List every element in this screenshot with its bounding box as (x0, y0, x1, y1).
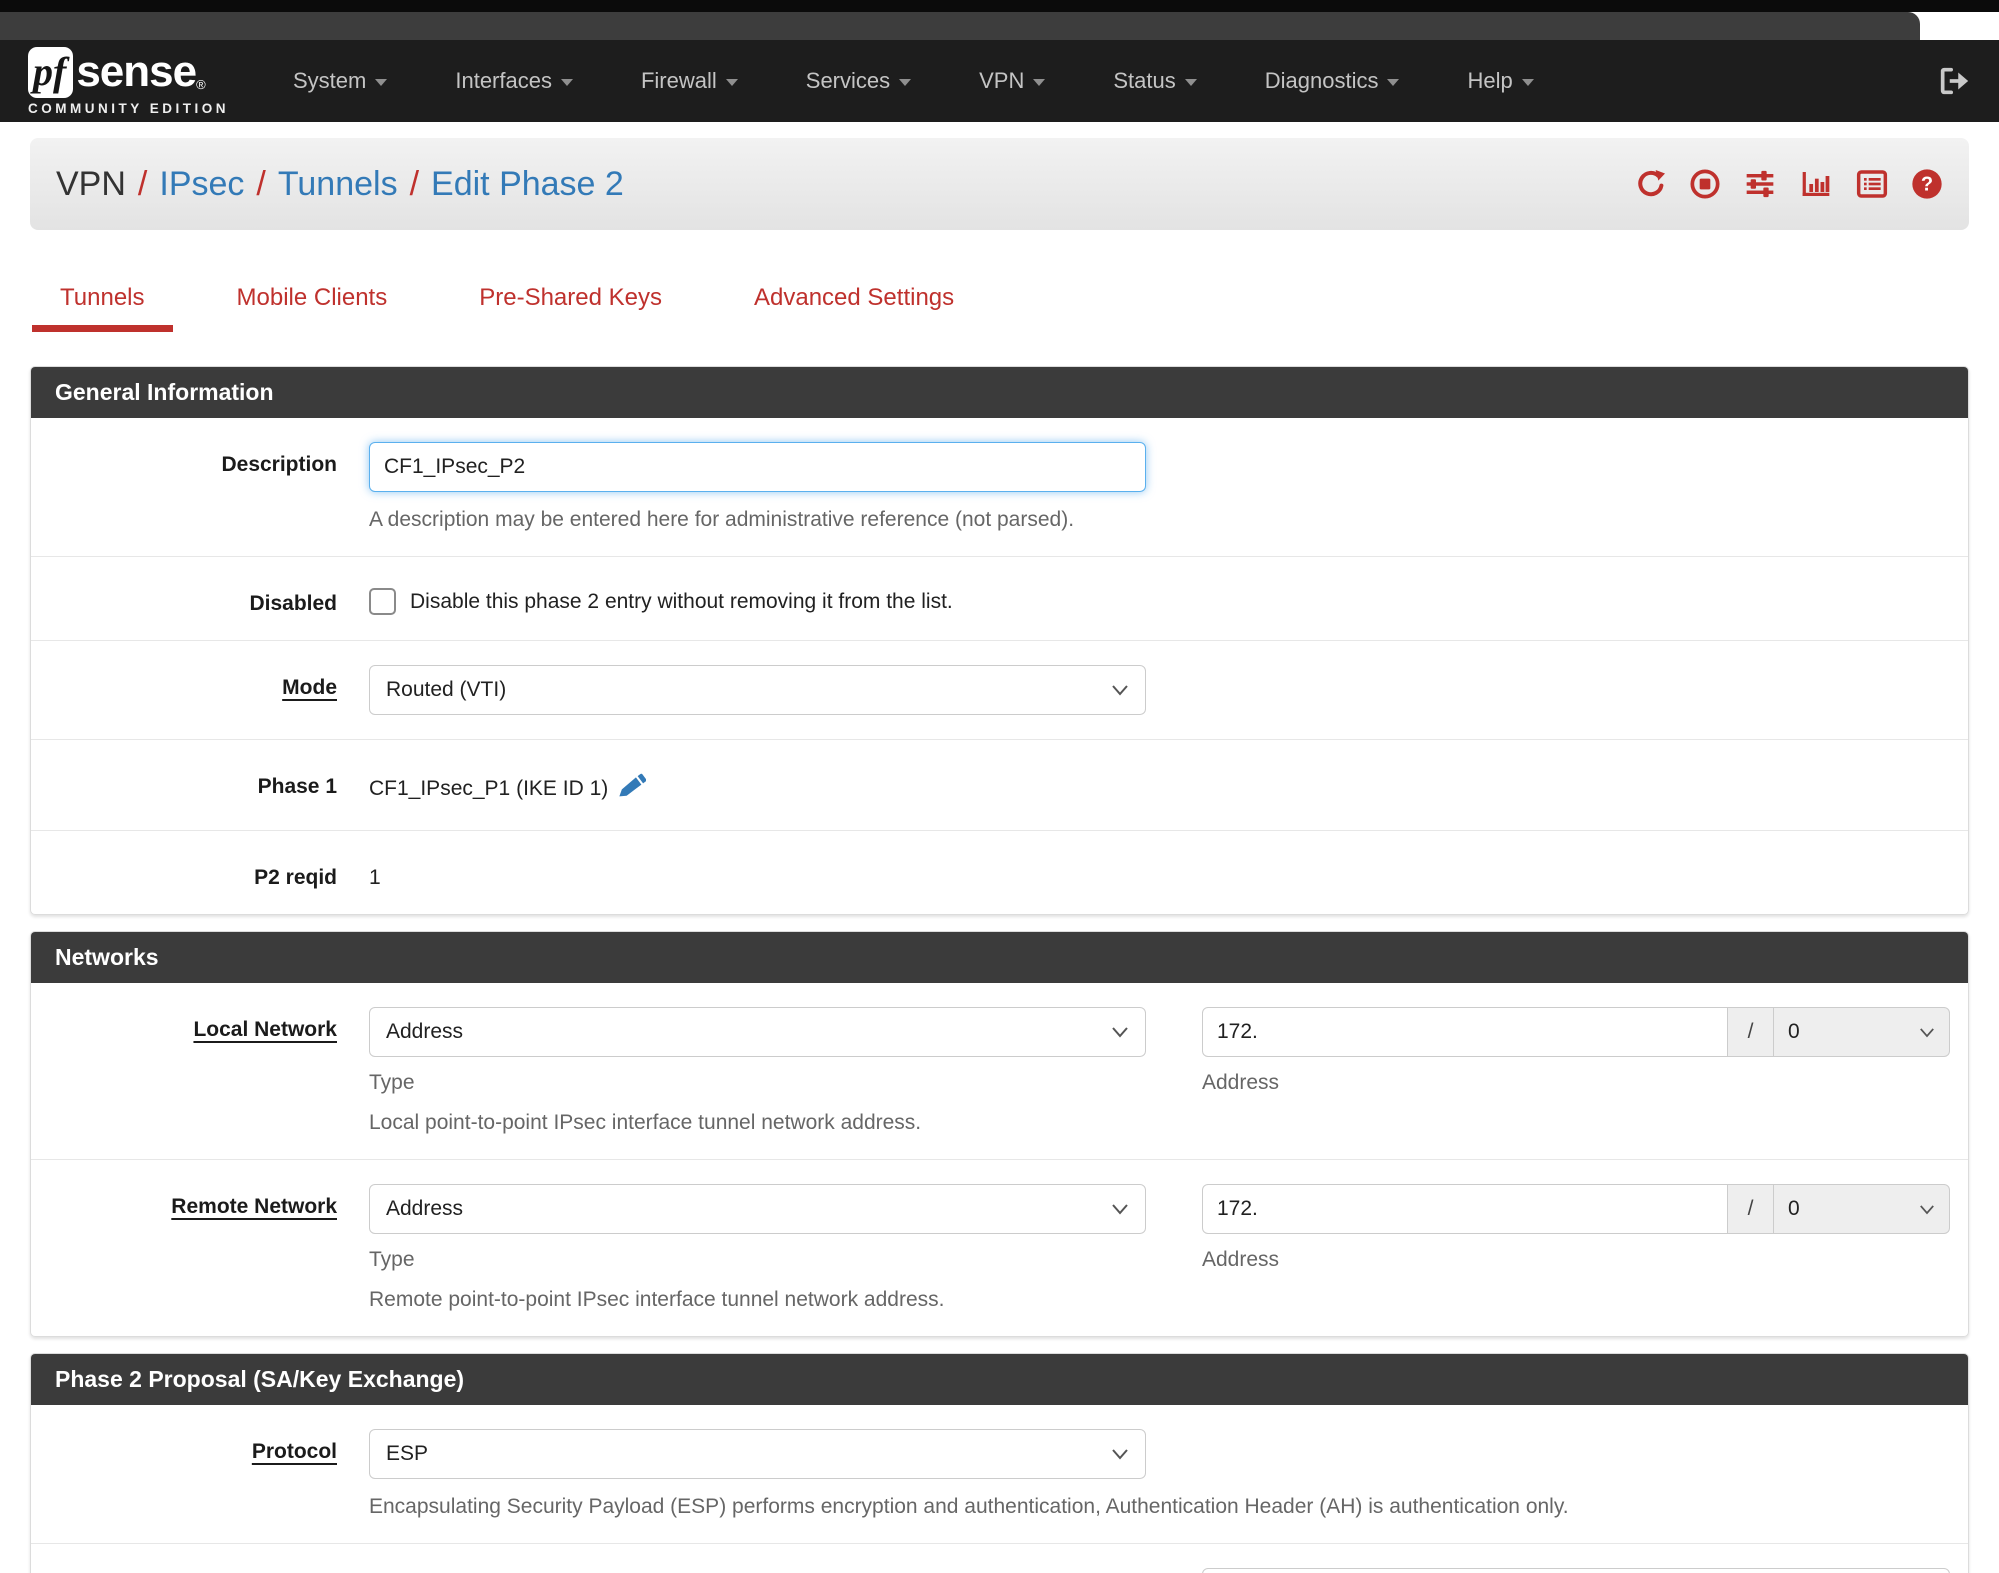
checkbox-label[interactable]: Disable this phase 2 entry without remov… (410, 589, 953, 613)
breadcrumb-link-edit-phase-2[interactable]: Edit Phase 2 (431, 164, 624, 203)
panel-title: General Information (31, 367, 1968, 418)
breadcrumb-link-tunnels[interactable]: Tunnels (277, 164, 398, 203)
remote-network-address-input[interactable] (1202, 1184, 1728, 1234)
aes-keylen-select[interactable]: 256 bits (1202, 1568, 1950, 1573)
window-top-edge (0, 0, 1999, 12)
panel-general-information: General Information Description A descri… (30, 366, 1969, 915)
svg-text:?: ? (1921, 174, 1933, 196)
nav-item-services[interactable]: Services (772, 68, 945, 94)
field-label: Protocol (251, 1440, 337, 1463)
mode-select[interactable]: Routed (VTI) (369, 665, 1146, 715)
field-label: Phase 1 (257, 775, 337, 798)
field-label: Encryption Algorithms (31, 1568, 369, 1573)
disabled-checkbox[interactable] (369, 588, 396, 615)
page-content: VPN / IPsec / Tunnels / Edit Phase 2 (0, 138, 1999, 1573)
local-network-address-input[interactable] (1202, 1007, 1728, 1057)
local-network-type-select[interactable]: Address (369, 1007, 1146, 1057)
nav-item-status[interactable]: Status (1079, 68, 1230, 94)
nav-item-vpn[interactable]: VPN (945, 68, 1079, 94)
panel-title: Networks (31, 932, 1968, 983)
help-icon[interactable]: ? (1911, 168, 1943, 200)
field-label: Mode (282, 676, 337, 699)
caret-down-icon (1184, 79, 1197, 86)
slash-addon: / (1728, 1184, 1774, 1234)
field-help: Remote point-to-point IPsec interface tu… (369, 1288, 945, 1311)
chevron-down-icon (1111, 684, 1129, 696)
tab-bar: Tunnels Mobile Clients Pre-Shared Keys A… (30, 274, 1969, 332)
p2reqid-value: 1 (369, 866, 381, 889)
field-caption: Type (369, 1248, 415, 1271)
remote-network-prefix-select[interactable]: 0 (1774, 1184, 1950, 1234)
form-row-local-network: Local Network Address Type / (31, 983, 1968, 1160)
form-row-encryption-aes: Encryption Algorithms AES 256 bits (31, 1544, 1968, 1573)
field-label: Remote Network (171, 1195, 337, 1218)
breadcrumb-link-ipsec[interactable]: IPsec (159, 164, 245, 203)
chevron-down-icon (1919, 1020, 1935, 1044)
tab-advanced-settings[interactable]: Advanced Settings (754, 284, 955, 311)
page-actions: ? (1635, 168, 1943, 200)
navbar: pf sense ® COMMUNITY EDITION System Inte… (0, 40, 1999, 122)
nav-item-system[interactable]: System (259, 68, 421, 94)
panel-networks: Networks Local Network Address Type (30, 931, 1969, 1337)
panel-title: Phase 2 Proposal (SA/Key Exchange) (31, 1354, 1968, 1405)
protocol-select[interactable]: ESP (369, 1429, 1146, 1479)
caret-down-icon (899, 79, 912, 86)
form-row-p2reqid: P2 reqid 1 (31, 831, 1968, 914)
field-help: Encapsulating Security Payload (ESP) per… (369, 1495, 1569, 1518)
tab-mobile-clients[interactable]: Mobile Clients (236, 284, 388, 311)
sign-out-icon[interactable] (1937, 64, 1971, 98)
pf-logo-box: pf (28, 46, 74, 98)
breadcrumb-section: VPN (56, 164, 126, 203)
bar-chart-icon[interactable] (1799, 168, 1833, 200)
pfsense-logo[interactable]: pf sense ® COMMUNITY EDITION (28, 46, 229, 116)
stop-circle-icon[interactable] (1689, 168, 1721, 200)
phase1-value: CF1_IPsec_P1 (IKE ID 1) (369, 777, 609, 800)
log-list-icon[interactable] (1855, 168, 1889, 200)
field-caption: Type (369, 1071, 415, 1094)
local-network-prefix-select[interactable]: 0 (1774, 1007, 1950, 1057)
community-edition-label: COMMUNITY EDITION (28, 100, 229, 116)
nav-item-interfaces[interactable]: Interfaces (421, 68, 607, 94)
nav-item-help[interactable]: Help (1433, 68, 1567, 94)
field-label: P2 reqid (254, 866, 337, 889)
breadcrumb: VPN / IPsec / Tunnels / Edit Phase 2 (56, 164, 624, 203)
nav-item-firewall[interactable]: Firewall (607, 68, 772, 94)
main-menu: System Interfaces Firewall Services VPN … (259, 68, 1937, 94)
caret-down-icon (375, 79, 388, 86)
sliders-icon[interactable] (1743, 168, 1777, 200)
caret-down-icon (1521, 79, 1534, 86)
top-strip (0, 12, 1920, 40)
tab-pre-shared-keys[interactable]: Pre-Shared Keys (479, 284, 662, 311)
form-row-description: Description A description may be entered… (31, 418, 1968, 557)
nav-item-diagnostics[interactable]: Diagnostics (1231, 68, 1434, 94)
remote-network-type-select[interactable]: Address (369, 1184, 1146, 1234)
form-row-remote-network: Remote Network Address Type / (31, 1160, 1968, 1336)
field-label: Disabled (249, 592, 337, 615)
redo-icon[interactable] (1635, 168, 1667, 200)
form-row-mode: Mode Routed (VTI) (31, 641, 1968, 740)
description-input[interactable] (369, 442, 1146, 492)
caret-down-icon (1387, 79, 1400, 86)
field-caption: Address (1202, 1248, 1280, 1271)
caret-down-icon (560, 79, 573, 86)
edit-pencil-icon[interactable] (618, 772, 647, 806)
slash-addon: / (1728, 1007, 1774, 1057)
field-help: A description may be entered here for ad… (369, 508, 1075, 531)
form-row-disabled: Disabled Disable this phase 2 entry with… (31, 557, 1968, 641)
chevron-down-icon (1111, 1448, 1129, 1460)
chevron-down-icon (1111, 1203, 1129, 1215)
panel-phase2-proposal: Phase 2 Proposal (SA/Key Exchange) Proto… (30, 1353, 1969, 1573)
field-caption: Address (1202, 1071, 1280, 1094)
caret-down-icon (1033, 79, 1046, 86)
field-label: Description (221, 453, 337, 476)
chevron-down-icon (1111, 1026, 1129, 1038)
form-row-protocol: Protocol ESP Encapsulating Security Payl… (31, 1405, 1968, 1544)
caret-down-icon (725, 79, 738, 86)
breadcrumb-bar: VPN / IPsec / Tunnels / Edit Phase 2 (30, 138, 1969, 230)
field-label: Local Network (193, 1018, 337, 1041)
chevron-down-icon (1919, 1197, 1935, 1221)
tab-tunnels[interactable]: Tunnels (32, 274, 173, 332)
field-help: Local point-to-point IPsec interface tun… (369, 1111, 922, 1134)
form-row-phase1: Phase 1 CF1_IPsec_P1 (IKE ID 1) (31, 740, 1968, 831)
